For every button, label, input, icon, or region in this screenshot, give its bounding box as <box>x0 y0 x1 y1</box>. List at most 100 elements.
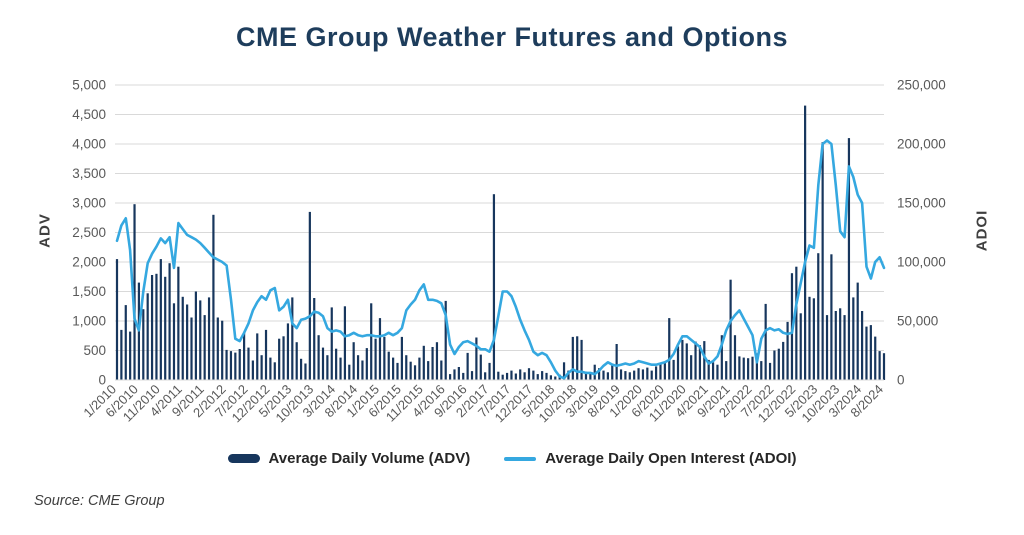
adoi-line <box>115 139 886 380</box>
legend-label-adoi: Average Daily Open Interest (ADOI) <box>545 450 797 467</box>
adv-bar <box>142 309 145 380</box>
left-axis-tick: 4,500 <box>72 107 106 122</box>
adv-bar <box>155 273 158 380</box>
adv-bar <box>194 291 197 380</box>
adv-bar <box>663 362 666 380</box>
adv-bar <box>606 372 609 380</box>
adv-bar <box>199 300 202 380</box>
adv-bar <box>650 370 653 380</box>
adv-bar <box>519 369 522 380</box>
adv-bar <box>203 315 206 380</box>
adv-bar <box>190 317 193 380</box>
adv-bar <box>475 337 478 380</box>
adv-bar <box>514 373 517 380</box>
adv-bar <box>711 362 715 380</box>
adv-bar <box>405 355 408 380</box>
adv-bar <box>422 345 425 380</box>
adv-bar <box>291 297 294 380</box>
left-axis-tick: 2,000 <box>72 255 106 270</box>
adv-bar <box>365 348 368 380</box>
adv-bar <box>317 335 320 380</box>
adv-bar <box>225 349 228 380</box>
adv-bar <box>681 339 684 380</box>
adv-bar <box>256 333 259 380</box>
left-axis-tick: 4,000 <box>72 137 106 152</box>
legend-item-adoi: Average Daily Open Interest (ADOI) <box>504 450 796 467</box>
adv-bar <box>243 332 246 380</box>
left-axis-tick: 3,500 <box>72 166 106 181</box>
adv-bar <box>168 263 171 380</box>
adv-bar <box>768 362 772 380</box>
adv-bar <box>449 374 452 380</box>
adv-bar <box>654 366 658 380</box>
adv-bar <box>703 341 706 380</box>
adv-bar <box>221 320 224 380</box>
adv-bar <box>488 362 491 380</box>
right-axis-tick: 200,000 <box>897 137 946 152</box>
adv-bar <box>440 360 443 380</box>
adv-bar <box>860 311 864 380</box>
adv-bar <box>278 338 281 380</box>
adv-bar <box>229 351 233 380</box>
adv-bar <box>742 357 745 380</box>
left-axis-tick: 3,000 <box>72 196 106 211</box>
adv-bar <box>747 358 750 380</box>
adv-bar <box>619 369 623 380</box>
right-axis-tick: 250,000 <box>897 78 946 93</box>
legend: Average Daily Volume (ADV) Average Daily… <box>0 450 1024 467</box>
adv-bar <box>120 329 123 380</box>
adv-bar <box>764 303 767 380</box>
adv-bar <box>676 346 680 380</box>
adv-bar <box>834 311 837 380</box>
adv-bar <box>690 355 693 380</box>
adv-bar <box>751 356 754 380</box>
adv-bar <box>799 313 802 380</box>
adv-bar <box>615 344 618 380</box>
adv-bar <box>400 336 403 380</box>
adv-bar <box>212 214 215 380</box>
right-axis-tick: 50,000 <box>897 314 938 329</box>
adv-bar <box>356 355 360 380</box>
adv-bar <box>843 315 846 380</box>
adv-bar <box>567 370 570 380</box>
legend-label-adv: Average Daily Volume (ADV) <box>268 450 471 467</box>
adv-bar <box>330 307 333 380</box>
left-axis-tick: 5,000 <box>72 78 106 93</box>
adv-bar <box>387 351 390 380</box>
adv-bar <box>549 375 552 380</box>
adv-bar <box>413 365 417 381</box>
adv-bar <box>637 368 640 380</box>
adv-bar <box>273 362 276 380</box>
adv-bar <box>707 359 710 380</box>
left-axis-tick: 1,500 <box>72 284 106 299</box>
adv-bar <box>523 372 526 380</box>
adv-bar <box>668 318 671 380</box>
adv-bar <box>462 372 465 380</box>
adv-bar <box>576 336 579 380</box>
adv-bar <box>234 352 237 380</box>
adv-bar <box>321 347 325 380</box>
adv-bar <box>326 355 329 380</box>
adv-bar <box>839 308 842 380</box>
adv-bar <box>133 204 136 380</box>
adv-bar <box>733 335 737 380</box>
adv-bar <box>427 361 430 380</box>
adv-bar <box>773 350 776 380</box>
adv-bar <box>760 361 763 380</box>
adv-bar <box>777 348 780 380</box>
adv-bar <box>725 361 728 380</box>
adv-bar <box>821 142 824 380</box>
left-axis-tick: 2,500 <box>72 225 106 240</box>
adv-bar <box>150 275 154 380</box>
adv-bar <box>484 372 487 380</box>
adv-bar <box>869 325 872 380</box>
adv-bar <box>260 355 263 380</box>
adv-bar <box>374 338 377 380</box>
adv-bar <box>172 303 176 380</box>
adv-bar <box>817 253 820 380</box>
adv-bar <box>593 364 596 380</box>
adv-bar <box>431 347 434 380</box>
adv-bar <box>396 362 399 380</box>
